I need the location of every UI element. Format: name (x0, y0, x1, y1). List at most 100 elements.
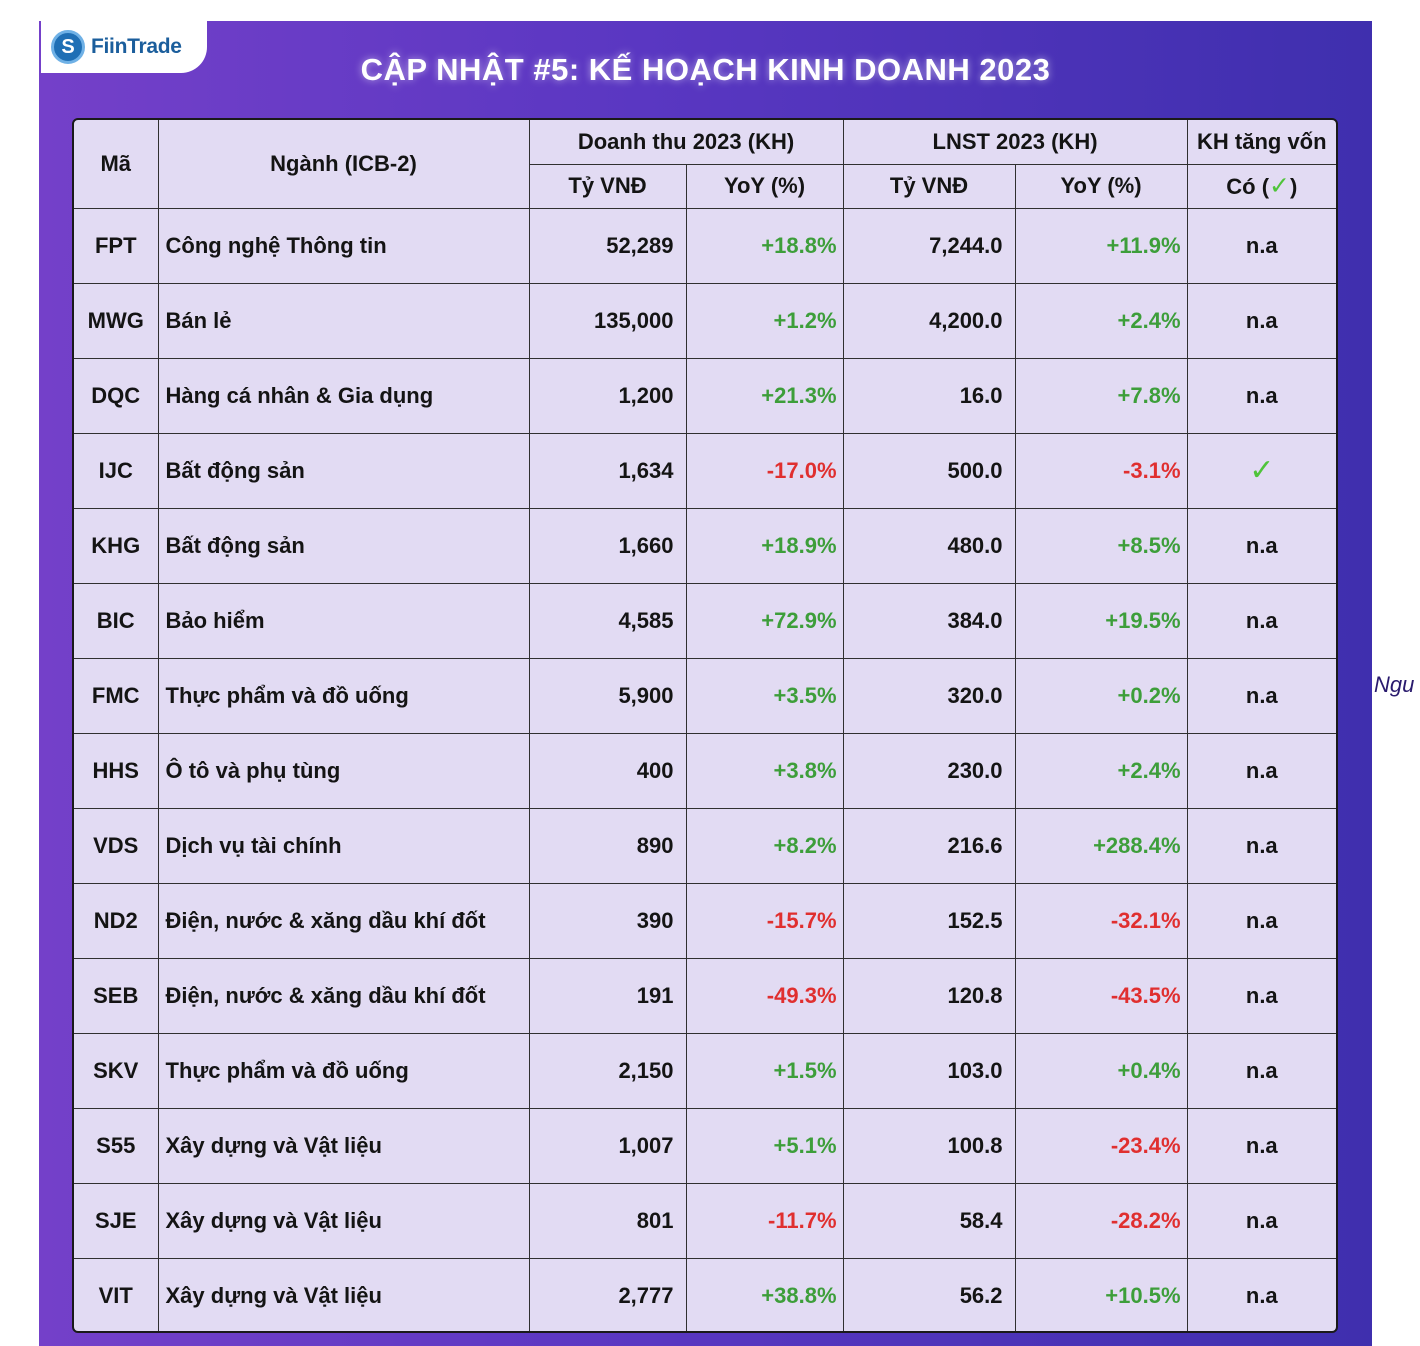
check-icon: ✓ (1269, 172, 1290, 200)
capital-plan-cell: n.a (1186, 1107, 1336, 1184)
brand-name: FiinTrade (91, 35, 182, 58)
capital-plan-cell: n.a (1186, 657, 1336, 734)
header-industry: Ngành (ICB-2) (157, 120, 530, 209)
table-row: BIC Bảo hiểm 4,585 +72.9% 384.0 +19.5% n.a (74, 582, 1336, 659)
net-profit-cell: 152.5 (842, 882, 1016, 959)
brand-logo: S FiinTrade (41, 21, 207, 73)
revenue-yoy-cell: -49.3% (685, 957, 844, 1034)
header-capital-sub-suffix: ) (1289, 174, 1298, 199)
net-profit-cell: 58.4 (842, 1182, 1016, 1259)
capital-plan-cell: n.a (1186, 357, 1336, 434)
revenue-yoy-cell: -11.7% (685, 1182, 844, 1259)
capital-plan-cell: n.a (1186, 957, 1336, 1034)
stock-code-cell: KHG (74, 507, 159, 584)
header-net-profit: LNST 2023 (KH) (842, 120, 1188, 165)
industry-cell: Bán lẻ (157, 282, 530, 359)
stock-code-cell: MWG (74, 282, 159, 359)
stock-code-cell: SKV (74, 1032, 159, 1109)
table-row: S55 Xây dựng và Vật liệu 1,007 +5.1% 100.8 -2… (74, 1107, 1336, 1184)
revenue-cell: 1,200 (528, 357, 687, 434)
revenue-yoy-cell: +1.5% (685, 1032, 844, 1109)
table-row: FPT Công nghệ Thông tin 52,289 +18.8% 7,244.… (74, 207, 1336, 284)
revenue-cell: 1,634 (528, 432, 687, 509)
net-profit-cell: 216.6 (842, 807, 1016, 884)
net-profit-cell: 103.0 (842, 1032, 1016, 1109)
revenue-yoy-cell: +3.5% (685, 657, 844, 734)
stock-code-cell: DQC (74, 357, 159, 434)
net-profit-yoy-cell: +2.4% (1014, 732, 1188, 809)
net-profit-yoy-cell: +11.9% (1014, 207, 1188, 284)
net-profit-yoy-cell: +7.8% (1014, 357, 1188, 434)
net-profit-yoy-cell: +0.2% (1014, 657, 1188, 734)
stock-code-cell: VIT (74, 1257, 159, 1331)
stock-code-cell: SEB (74, 957, 159, 1034)
table-row: SKV Thực phẩm và đồ uống 2,150 +1.5% 103.0 +0… (74, 1032, 1336, 1109)
revenue-cell: 135,000 (528, 282, 687, 359)
side-note-text: Ngu (1374, 672, 1415, 697)
revenue-cell: 191 (528, 957, 687, 1034)
table-row: MWG Bán lẻ 135,000 +1.2% 4,200.0 +2.4% n.a (74, 282, 1336, 359)
header-profit-yoy: YoY (%) (1014, 163, 1188, 209)
revenue-yoy-cell: +21.3% (685, 357, 844, 434)
table-row: DQC Hàng cá nhân & Gia dụng 1,200 +21.3% 16.… (74, 357, 1336, 434)
stock-code-cell: VDS (74, 807, 159, 884)
net-profit-yoy-cell: -23.4% (1014, 1107, 1188, 1184)
industry-cell: Xây dựng và Vật liệu (157, 1257, 530, 1331)
table-row: IJC Bất động sản 1,634 -17.0% 500.0 -3.1% ✓ (74, 432, 1336, 509)
revenue-cell: 1,007 (528, 1107, 687, 1184)
revenue-yoy-cell: +1.2% (685, 282, 844, 359)
revenue-yoy-cell: -15.7% (685, 882, 844, 959)
capital-plan-cell: n.a (1186, 1032, 1336, 1109)
net-profit-yoy-cell: -3.1% (1014, 432, 1188, 509)
header-revenue-yoy: YoY (%) (685, 163, 844, 209)
revenue-cell: 390 (528, 882, 687, 959)
stock-code-cell: IJC (74, 432, 159, 509)
industry-cell: Công nghệ Thông tin (157, 207, 530, 284)
revenue-yoy-cell: +18.9% (685, 507, 844, 584)
net-profit-yoy-cell: -43.5% (1014, 957, 1188, 1034)
capital-plan-cell: n.a (1186, 732, 1336, 809)
industry-cell: Thực phẩm và đồ uống (157, 657, 530, 734)
net-profit-cell: 320.0 (842, 657, 1016, 734)
revenue-cell: 4,585 (528, 582, 687, 659)
capital-plan-cell: n.a (1186, 507, 1336, 584)
capital-plan-cell: n.a (1186, 582, 1336, 659)
industry-cell: Bất động sản (157, 507, 530, 584)
table-row: HHS Ô tô và phụ tùng 400 +3.8% 230.0 +2.4% n.a (74, 732, 1336, 809)
industry-cell: Điện, nước & xăng dầu khí đốt (157, 882, 530, 959)
stock-code-cell: ND2 (74, 882, 159, 959)
revenue-cell: 400 (528, 732, 687, 809)
revenue-yoy-cell: +72.9% (685, 582, 844, 659)
net-profit-yoy-cell: +0.4% (1014, 1032, 1188, 1109)
revenue-cell: 801 (528, 1182, 687, 1259)
header-code: Mã (74, 120, 159, 209)
industry-cell: Dịch vụ tài chính (157, 807, 530, 884)
net-profit-cell: 500.0 (842, 432, 1016, 509)
net-profit-cell: 100.8 (842, 1107, 1016, 1184)
industry-cell: Thực phẩm và đồ uống (157, 1032, 530, 1109)
fiintrade-logo-icon: S (51, 30, 85, 64)
stock-code-cell: SJE (74, 1182, 159, 1259)
revenue-cell: 2,150 (528, 1032, 687, 1109)
industry-cell: Xây dựng và Vật liệu (157, 1182, 530, 1259)
net-profit-cell: 56.2 (842, 1257, 1016, 1331)
net-profit-yoy-cell: +2.4% (1014, 282, 1188, 359)
revenue-yoy-cell: +5.1% (685, 1107, 844, 1184)
industry-cell: Ô tô và phụ tùng (157, 732, 530, 809)
revenue-yoy-cell: +18.8% (685, 207, 844, 284)
capital-plan-cell: n.a (1186, 1257, 1336, 1331)
stock-code-cell: FPT (74, 207, 159, 284)
table-row: SEB Điện, nước & xăng dầu khí đốt 191 -49.3… (74, 957, 1336, 1034)
net-profit-cell: 120.8 (842, 957, 1016, 1034)
industry-cell: Xây dựng và Vật liệu (157, 1107, 530, 1184)
header-capital-plan: KH tăng vốn (1186, 120, 1336, 165)
table-row: VDS Dịch vụ tài chính 890 +8.2% 216.6 +288.4%… (74, 807, 1336, 884)
net-profit-yoy-cell: +19.5% (1014, 582, 1188, 659)
table-row: VIT Xây dựng và Vật liệu 2,777 +38.8% 56.2 +1… (74, 1257, 1336, 1331)
stock-code-cell: FMC (74, 657, 159, 734)
stock-code-cell: S55 (74, 1107, 159, 1184)
net-profit-cell: 480.0 (842, 507, 1016, 584)
capital-plan-cell: n.a (1186, 882, 1336, 959)
industry-cell: Điện, nước & xăng dầu khí đốt (157, 957, 530, 1034)
net-profit-yoy-cell: +288.4% (1014, 807, 1188, 884)
